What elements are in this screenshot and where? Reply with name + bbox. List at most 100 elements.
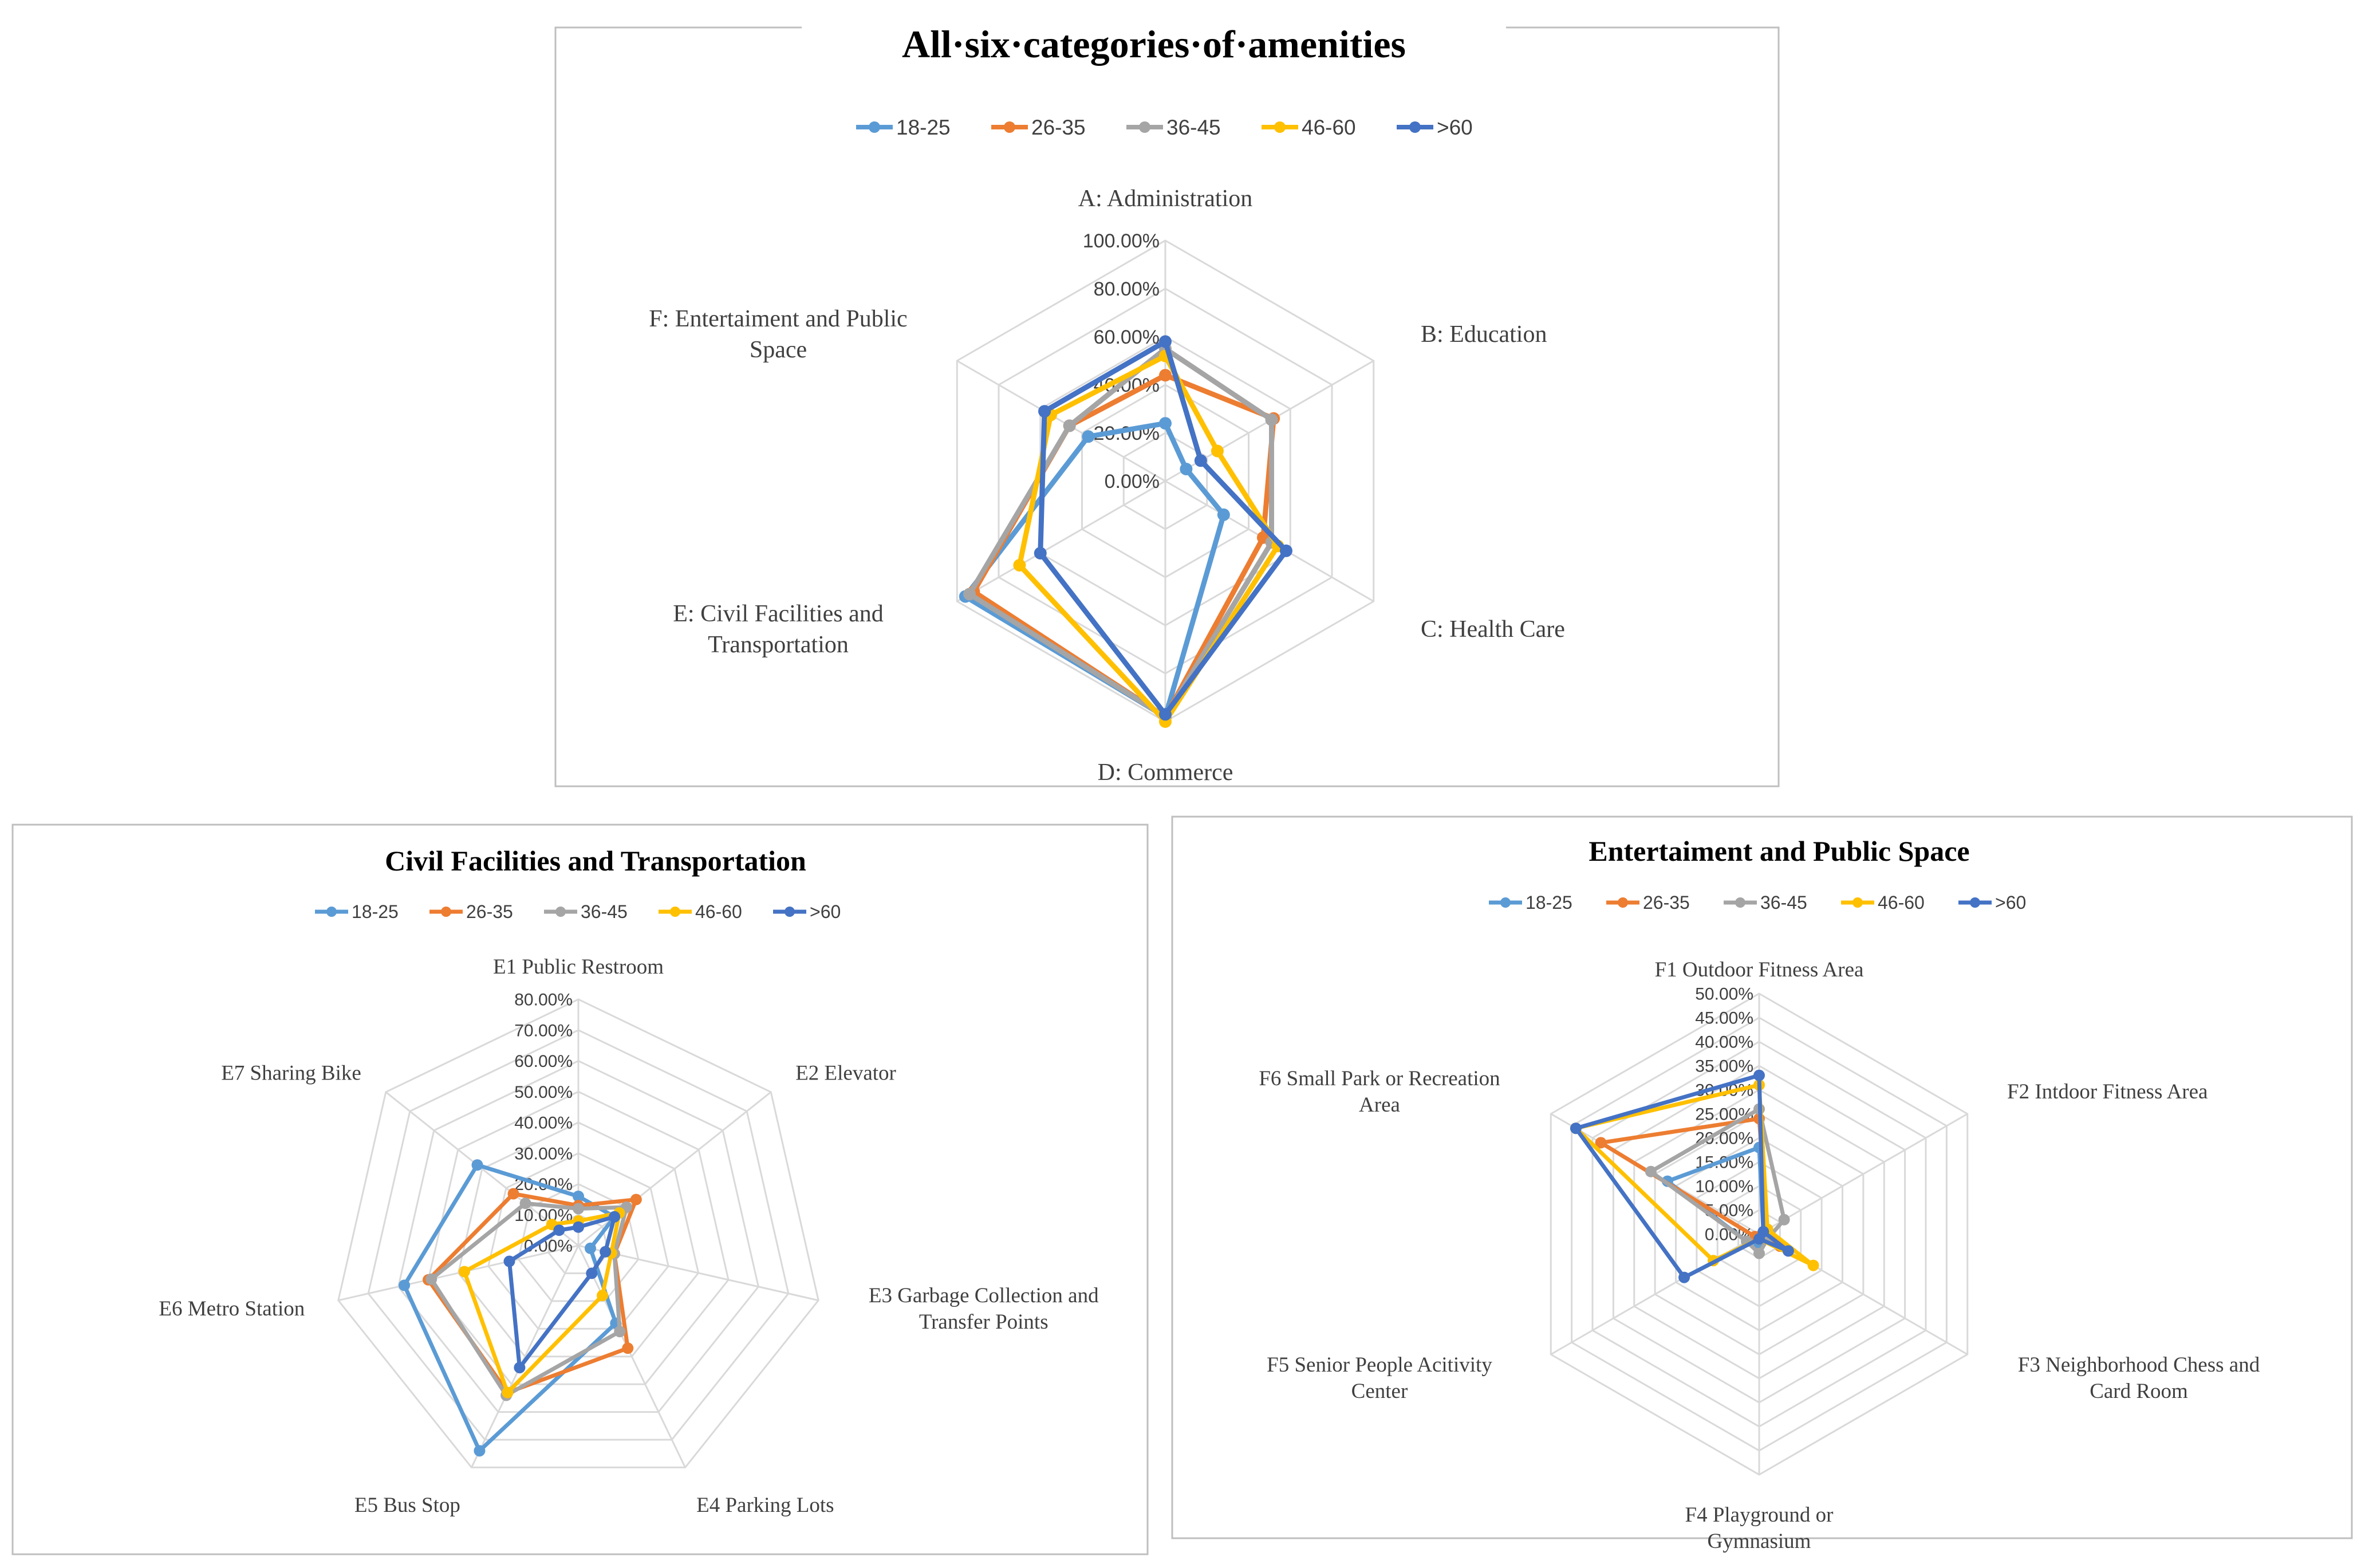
series-point — [1194, 454, 1207, 467]
tick-label: 100.00% — [1083, 230, 1160, 252]
chart-title: All·six·categories·of·amenities — [902, 22, 1406, 66]
legend-label: 26-35 — [466, 901, 513, 922]
tick-label: 60.00% — [514, 1052, 573, 1071]
tick-label: 80.00% — [1094, 278, 1160, 300]
legend-label: 36-45 — [581, 901, 628, 922]
grid-ring — [337, 998, 819, 1468]
series-point — [614, 1326, 626, 1338]
series-point — [1782, 1245, 1794, 1257]
series-point — [1063, 419, 1076, 432]
axis-label: E7 Sharing Bike — [221, 1062, 361, 1085]
series-line — [507, 1215, 617, 1370]
tick-label: 40.00% — [1695, 1033, 1753, 1052]
series-point — [1180, 463, 1193, 475]
legend-label: 46-60 — [1878, 892, 1925, 913]
series-point — [503, 1255, 515, 1267]
axis-label: F6 Small Park or Recreation — [1259, 1067, 1500, 1090]
axis-label: F3 Neighborhood Chess and — [2018, 1353, 2260, 1377]
axis-label: Center — [1351, 1380, 1408, 1403]
series-point — [1034, 547, 1047, 560]
axis-label: Transportation — [708, 632, 849, 658]
axis-label: Card Room — [2090, 1380, 2188, 1403]
axis-label: E3 Garbage Collection and — [869, 1284, 1099, 1307]
legend-label: >60 — [1437, 116, 1473, 139]
tick-label: 40.00% — [514, 1114, 573, 1133]
grid-ring — [367, 1029, 790, 1441]
radar-chart-amenities: All·six·categories·of·amenities 18-25 26-3… — [649, 22, 1565, 786]
series-point — [1753, 1247, 1765, 1259]
legend-marker — [1409, 121, 1421, 133]
grid-ring — [487, 1152, 669, 1330]
legend-marker — [1618, 897, 1628, 908]
legend-label: 26-35 — [1031, 116, 1086, 139]
axis-label: F2 Intdoor Fitness Area — [2007, 1080, 2208, 1104]
series-point — [630, 1193, 642, 1205]
series-point — [519, 1197, 531, 1210]
axis-label: A: Administration — [1078, 186, 1253, 212]
axis-label: E: Civil Facilities and — [673, 601, 883, 627]
panel-frame-civil — [11, 824, 1149, 1555]
tick-label: 45.00% — [1695, 1009, 1753, 1028]
grid-spoke — [956, 480, 1166, 602]
radar-chart-civil: Civil Facilities and Transportation 18-25… — [159, 845, 1099, 1517]
chart-title: Civil Facilities and Transportation — [385, 845, 806, 877]
tick-label: 30.00% — [514, 1144, 573, 1163]
series-point — [1807, 1259, 1819, 1271]
series-point — [1211, 444, 1224, 458]
series-point — [1678, 1271, 1690, 1283]
legend-label: >60 — [1995, 892, 2026, 913]
grid-spoke — [471, 1245, 580, 1468]
series-point — [596, 1290, 608, 1302]
tick-label: 70.00% — [514, 1021, 573, 1040]
grid-spoke — [338, 1244, 579, 1302]
legend-label: 46-60 — [695, 901, 742, 922]
legend-marker — [1500, 897, 1511, 908]
tick-label: 80.00% — [514, 991, 573, 1010]
tick-label: 10.00% — [1695, 1177, 1753, 1196]
axis-label: Transfer Points — [919, 1310, 1049, 1334]
axis-label: C: Health Care — [1421, 616, 1565, 643]
legend-label: 36-45 — [1760, 892, 1807, 913]
legend-marker — [1274, 121, 1286, 133]
axis-label: D: Commerce — [1098, 759, 1233, 786]
legend-label: 26-35 — [1643, 892, 1690, 913]
series-point — [553, 1224, 565, 1236]
series-point — [514, 1362, 526, 1374]
series-point — [471, 1159, 483, 1171]
grid-ring — [427, 1090, 730, 1385]
series-point — [1753, 1233, 1765, 1245]
series-point — [425, 1273, 437, 1285]
grid-spoke — [577, 1245, 686, 1468]
panel-frame-amenities — [554, 26, 1780, 787]
tick-label: 20.00% — [1695, 1129, 1753, 1148]
series-point — [1753, 1069, 1765, 1081]
tick-label: 50.00% — [1695, 985, 1753, 1004]
series-point — [507, 1188, 519, 1200]
series-point — [1038, 405, 1051, 418]
series-point — [1082, 430, 1095, 443]
legend-marker — [1852, 897, 1863, 908]
axis-label: E4 Parking Lots — [696, 1494, 834, 1517]
legend-marker — [785, 907, 795, 917]
legend-marker — [1970, 897, 1980, 908]
series-point — [600, 1246, 612, 1258]
series-point — [1570, 1122, 1582, 1134]
grid-spoke — [956, 360, 1166, 482]
title-mask — [802, 23, 1506, 74]
legend-marker — [1735, 897, 1745, 908]
axis-label: F4 Playground or — [1685, 1503, 1834, 1527]
tick-label: 50.00% — [514, 1083, 573, 1102]
grid-spoke — [385, 1091, 579, 1247]
tick-label: 35.00% — [1695, 1057, 1753, 1076]
series-point — [1279, 544, 1292, 557]
series-point — [1778, 1214, 1790, 1226]
tick-label: 60.00% — [1094, 326, 1160, 348]
legend-label: 18-25 — [1526, 892, 1572, 913]
axis-label: Space — [750, 337, 807, 363]
series-point — [474, 1445, 486, 1457]
grid-spoke — [1759, 1113, 1968, 1235]
axis-label: B: Education — [1421, 321, 1547, 348]
axis-label: E2 Elevator — [795, 1062, 896, 1085]
axis-label: Gymnasium — [1708, 1530, 1811, 1553]
